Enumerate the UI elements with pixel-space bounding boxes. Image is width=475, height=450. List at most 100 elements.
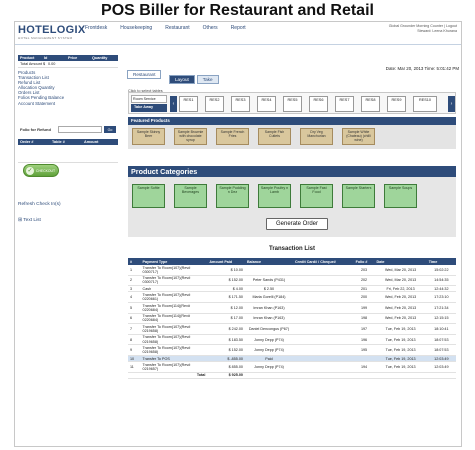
cell-card (293, 345, 354, 356)
transaction-table: # Payment Type Amount Paid Balance Credi… (128, 258, 456, 379)
table-row[interactable]: 2 Transfer To Room(107)(Rev# 0300717) $ 15… (128, 275, 456, 286)
take-away-button[interactable]: Take Away (131, 104, 167, 112)
restaurant-tabs: Restaurant (127, 70, 163, 79)
cell-amount: $ 4.00 (232, 286, 243, 291)
cell-no: 8 (130, 337, 133, 342)
category-tile[interactable]: Sample Soups (384, 184, 417, 208)
table-res5[interactable]: RES5 (283, 96, 302, 112)
table-row[interactable]: 3 Cash $ 4.00 $ 2.50 201 Fri, Feb 22, 2013 12:… (128, 286, 456, 292)
menu-refund-list[interactable]: Refund List (18, 80, 41, 86)
nav-frontdesk[interactable]: Frontdesk (85, 25, 108, 31)
col-id: Id (44, 56, 48, 60)
room-service-select[interactable]: Room Service (131, 95, 167, 103)
nav-report[interactable]: Report (230, 25, 246, 31)
cell-amount: $ 152.00 (228, 348, 243, 353)
table-row[interactable]: 1 Transfer To Room(107)(Rev# 0300717) $ 10… (128, 265, 456, 276)
table-row[interactable]: 11 Transfer To Room(107)(Rev# 0219657) $ 8… (128, 362, 456, 373)
tab-restaurant[interactable]: Restaurant (127, 70, 162, 79)
nav-housekeeping[interactable]: Housekeeping (120, 25, 153, 31)
featured-product[interactable]: Sample French Fries (216, 128, 249, 145)
folio-refund-label: Folio for Refund (20, 127, 51, 132)
cell-balance: Imran Khan (P163) (253, 305, 285, 310)
user-info-line1[interactable]: Global Grounder Morning Counter | Logout (388, 24, 457, 28)
menu-folios-pending[interactable]: Folios Pending Balance (18, 95, 65, 101)
scroll-left-arrow-icon[interactable]: ‹ (170, 96, 177, 112)
total-label: Total (196, 373, 206, 378)
category-tile[interactable]: Sample Poultry n Lamb (258, 184, 291, 208)
featured-product[interactable]: Sample White (Chateau) (chilli wine) (342, 128, 375, 145)
category-tile[interactable]: Sample Starters (342, 184, 375, 208)
total-amount-value: 0.00 (48, 62, 56, 66)
category-tile[interactable]: Sample Fast Food (300, 184, 333, 208)
cell-date: Wed, Mar 20, 2013 (384, 267, 417, 272)
text-list-link[interactable]: ⊞ Text List (18, 218, 41, 223)
cell-payment: Transfer To Room(107)(Rev# 0300717) (142, 276, 191, 285)
table-res10[interactable]: RES10 (413, 96, 437, 112)
cell-balance: Maria Gorelli (P184) (252, 295, 286, 300)
cell-amount: $ 152.00 (228, 278, 243, 283)
cell-date: Wed, Feb 20, 2013 (384, 295, 417, 300)
table-row[interactable]: 8 Transfer To Room(107)(Rev# 0219658) $ 18… (128, 334, 456, 345)
cell-no: 4 (130, 295, 133, 300)
cell-folio: 195 (360, 348, 368, 353)
product-categories: Sample Softie Sample Beverages Sample Pu… (128, 177, 456, 237)
cell-time: 12:03:49 (434, 364, 449, 369)
main-nav: Frontdesk Housekeeping Restaurant Others… (85, 25, 259, 31)
checkout-button[interactable]: ✓ CHECKOUT (23, 164, 59, 177)
table-res7[interactable]: RES7 (335, 96, 354, 112)
left-panel: Product Id Price Quantity Total Amount $… (18, 55, 118, 106)
table-row[interactable]: 5 Transfer To Room(114)(Rev# 0220684) $ 12… (128, 303, 456, 314)
refresh-checkins-link[interactable]: Refresh Check In(s) (18, 202, 61, 207)
menu-products[interactable]: Products (18, 70, 36, 75)
table-res3[interactable]: RES3 (231, 96, 250, 112)
table-row[interactable]: 4 Transfer To Room(107)(Rev# 0220661) $ 17… (128, 292, 456, 303)
header-divider (15, 44, 461, 45)
cell-time: 17:21:34 (434, 305, 449, 310)
menu-allocation-quantity[interactable]: Allocation Quantity (18, 85, 55, 91)
featured-product[interactable]: Dry Veg Manchurian (300, 128, 333, 145)
table-res4[interactable]: RES4 (257, 96, 276, 112)
table-row[interactable]: 9 Transfer To Room(107)(Rev# 0219658) $ 15… (128, 345, 456, 356)
scroll-right-arrow-icon[interactable]: › (448, 96, 455, 112)
col-price: Price (68, 56, 78, 60)
table-res2[interactable]: RES2 (205, 96, 224, 112)
cell-card (293, 324, 354, 335)
order-table-header: Order # Table # Amount (18, 139, 118, 145)
th-date: Date (376, 259, 385, 264)
left-menu: Products Transaction List Refund List Al… (18, 70, 118, 106)
th-card: Credit Card# / Cheque# (295, 259, 336, 264)
tab-layout[interactable]: Layout (169, 75, 195, 84)
category-tile[interactable]: Sample Beverages (174, 184, 207, 208)
tables-strip: Room Service Take Away ‹ RES1 RES2 RES3 … (128, 92, 456, 114)
category-tile[interactable]: Sample Pudding n Dez (216, 184, 249, 208)
cell-no: 7 (130, 326, 133, 331)
table-row[interactable]: 10 Transfer To POS $ -855.00 Paid Tue, Feb 1… (128, 355, 456, 362)
layout-tabs: Layout Take (169, 75, 221, 84)
menu-transaction-list[interactable]: Transaction List (18, 75, 49, 81)
table-res9[interactable]: RES9 (387, 96, 406, 112)
folio-go-button[interactable]: Go (104, 126, 116, 133)
menu-orders-list[interactable]: Orders List (18, 90, 40, 96)
cell-amount: $ 12.00 (230, 305, 243, 310)
generate-order-button[interactable]: Generate Order (266, 218, 328, 230)
tab-take[interactable]: Take (196, 75, 219, 84)
table-res8[interactable]: RES8 (361, 96, 380, 112)
nav-restaurant[interactable]: Restaurant (165, 25, 190, 31)
featured-product[interactable]: Sample Skinny Beer (132, 128, 165, 145)
order-panel: Order # Table # Amount (18, 139, 118, 163)
table-res6[interactable]: RES6 (309, 96, 328, 112)
table-row[interactable]: 7 Transfer To Room(107)(Rev# 0219658) $ 24… (128, 324, 456, 335)
product-table-header: Product Id Price Quantity (18, 55, 118, 61)
cell-amount: $ -855.00 (227, 356, 243, 361)
cell-balance: $ 2.50 (263, 286, 275, 291)
folio-refund-input[interactable] (58, 126, 102, 133)
category-tile[interactable]: Sample Softie (132, 184, 165, 208)
featured-product[interactable]: Sample Fish Cutlets (258, 128, 291, 145)
featured-product[interactable]: Sample Brownie with chocolate syrup (174, 128, 207, 145)
nav-others[interactable]: Others (202, 25, 218, 31)
table-row[interactable]: 6 Transfer To Room(114)(Rev# 0220684) $ 17… (128, 313, 456, 324)
table-res1[interactable]: RES1 (179, 96, 198, 112)
menu-account-statement[interactable]: Account Statement (18, 100, 56, 106)
total-amount-label: Total Amount $ (20, 62, 46, 66)
total-row: Total $ 925.00 (128, 372, 456, 379)
